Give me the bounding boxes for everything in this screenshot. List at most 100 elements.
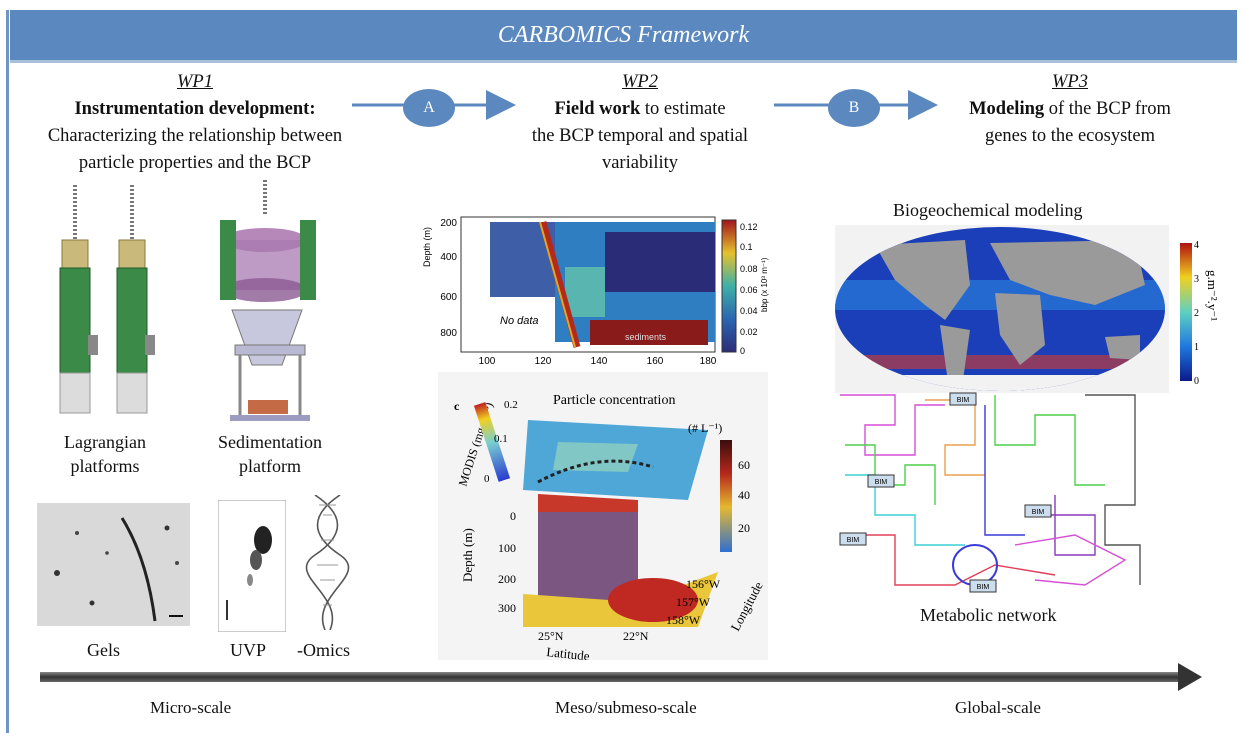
link-b-badge: B xyxy=(828,89,880,127)
wp3-line1: of the BCP from xyxy=(1044,99,1171,119)
north-america xyxy=(875,240,970,320)
particle-lat-tick: 25°N xyxy=(538,629,564,643)
bbp-cbar-tick: 0.02 xyxy=(740,327,758,337)
figure-title: CARBOMICS Framework xyxy=(497,21,750,48)
metabolic-label: Metabolic network xyxy=(920,605,1057,625)
bbp-cbar-tick: 0.12 xyxy=(740,222,758,232)
scale-arrow xyxy=(40,663,1202,691)
particle-lat-label: Latitude xyxy=(546,644,591,660)
particle-cbar-ticks: 60 40 20 xyxy=(738,458,750,535)
gels-micrograph xyxy=(37,503,190,626)
scale-global: Global-scale xyxy=(955,698,1041,717)
title-bar-shadow xyxy=(10,60,1237,63)
bbp-ytick: 600 xyxy=(440,292,457,303)
modis-tick: 0.2 xyxy=(504,399,518,411)
particle-cbar-tick: 40 xyxy=(738,488,750,502)
particle-colorbar xyxy=(720,440,732,552)
bbp-sediments: sediments xyxy=(625,332,667,342)
particle-lat-ticks: 25°N 22°N xyxy=(538,629,649,643)
lagrangian-label-line2: platforms xyxy=(70,456,140,476)
bbp-ylabel: Depth (m) xyxy=(422,227,432,267)
bbp-cbar-ticks: 0.12 0.1 0.08 0.06 0.04 0.02 0 xyxy=(740,222,758,356)
modis-tick: 0.1 xyxy=(494,433,508,445)
lagrangian-label-line1: Lagrangian xyxy=(64,432,146,452)
particle-lon-ticks: 156°W 157°W 158°W xyxy=(666,577,721,627)
bbp-no-data: No data xyxy=(500,315,539,327)
left-border xyxy=(6,10,9,733)
network-box xyxy=(949,392,977,406)
wp2-line1: to estimate xyxy=(640,99,726,119)
wp2-line3: variability xyxy=(601,153,679,173)
particle-lon-tick: 156°W xyxy=(686,577,721,591)
bbp-cbar-tick: 0 xyxy=(740,346,745,356)
particle-depth-tick: 200 xyxy=(498,572,516,586)
bbp-xticks: 100 120 140 160 180 xyxy=(479,356,717,367)
map-cbar-tick: 4 xyxy=(1194,240,1199,251)
scale-micro: Micro-scale xyxy=(150,698,232,717)
link-b-label: B xyxy=(848,99,860,116)
wp2-bold: Field work xyxy=(554,99,641,119)
network-tag: BIM xyxy=(875,479,888,486)
sedimentation-label-line1: Sedimentation xyxy=(218,432,322,452)
gels-label: Gels xyxy=(87,640,120,660)
particle-panel-letter: c xyxy=(454,399,460,413)
link-a-badge: A xyxy=(403,89,455,127)
bbp-xtick: 100 xyxy=(479,356,496,367)
bbp-xtick: 180 xyxy=(700,356,717,367)
modis-colorbar xyxy=(473,402,511,482)
particle-depth-tick: 300 xyxy=(498,601,516,615)
map-cbar-tick: 2 xyxy=(1194,308,1199,319)
uvp-label: UVP xyxy=(230,640,267,660)
bbp-xtick: 120 xyxy=(535,356,552,367)
particle-lat-tick: 22°N xyxy=(623,629,649,643)
uvp-image xyxy=(218,500,286,632)
network-tag: BIM xyxy=(1032,509,1045,516)
particle-cbar-tick: 20 xyxy=(738,521,750,535)
network-box xyxy=(839,532,867,546)
dna-icon xyxy=(305,495,350,630)
particle-depth-tick: 100 xyxy=(498,541,516,555)
wp3-title: WP3 xyxy=(1052,72,1088,92)
biogeo-label: Biogeochemical modeling xyxy=(893,200,1083,220)
map-cbar-ticks: 4 3 2 1 0 xyxy=(1194,240,1199,387)
sedimentation-platform-image xyxy=(220,180,316,421)
bbp-cbar-tick: 0.08 xyxy=(740,264,758,274)
network-box xyxy=(867,474,895,488)
bbp-cbar-tick: 0.06 xyxy=(740,285,758,295)
wp2-block: WP2 Field work to estimate the BCP tempo… xyxy=(480,69,800,177)
wp2-title: WP2 xyxy=(622,72,658,92)
map-colorbar xyxy=(1180,243,1192,381)
lagrangian-platforms-image xyxy=(59,185,155,414)
wp1-line1: Characterizing the relationship between xyxy=(47,126,343,146)
africa xyxy=(995,293,1045,365)
bbp-xtick: 160 xyxy=(647,356,664,367)
map-cbar-tick: 0 xyxy=(1194,376,1199,387)
wp1-bold: Instrumentation development: xyxy=(74,99,316,119)
bbp-ytick: 200 xyxy=(440,218,457,229)
particle-concentration-plot: c Particle concentration MODIS (mg m⁻³) … xyxy=(438,372,768,660)
lagrangian-float-1 xyxy=(59,185,98,414)
particle-depth-label: Depth (m) xyxy=(460,528,475,582)
bbp-cbar-tick: 0.1 xyxy=(740,242,753,252)
map-cbar-tick: 1 xyxy=(1194,342,1199,353)
particle-cbar-tick: 60 xyxy=(738,458,750,472)
bbp-colorbar xyxy=(721,219,737,353)
lagrangian-float-2 xyxy=(116,185,155,414)
wp3-block: WP3 Modeling of the BCP from genes to th… xyxy=(925,69,1215,150)
particle-depth-tick: 0 xyxy=(510,509,516,523)
bbp-ytick: 400 xyxy=(440,252,457,263)
sedimentation-label-line2: platform xyxy=(239,456,301,476)
modis-ticks: 0.2 0.1 0 xyxy=(484,399,518,485)
map-cbar-tick: 3 xyxy=(1194,274,1199,285)
network-tag: BIM xyxy=(977,584,990,591)
bbp-cbar-tick: 0.04 xyxy=(740,306,758,316)
link-a-label: A xyxy=(423,99,435,116)
particle-unit: (# L⁻¹) xyxy=(688,421,722,435)
particle-title: Particle concentration xyxy=(553,393,675,408)
network-box xyxy=(969,579,997,593)
network-box xyxy=(1024,504,1052,518)
wp1-line2: particle properties and the BCP xyxy=(78,153,312,173)
bbp-cbar-label: bbp (x 10³ m⁻¹) xyxy=(760,257,769,312)
australia xyxy=(1105,335,1140,360)
